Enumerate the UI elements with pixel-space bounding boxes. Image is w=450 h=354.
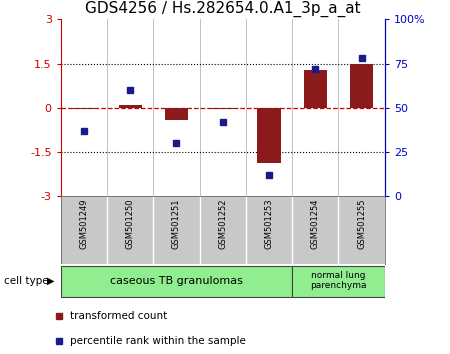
Title: GDS4256 / Hs.282654.0.A1_3p_a_at: GDS4256 / Hs.282654.0.A1_3p_a_at — [85, 0, 360, 17]
Text: GSM501255: GSM501255 — [357, 199, 366, 249]
Bar — [211, 108, 234, 109]
Text: cell type: cell type — [4, 276, 49, 286]
Bar — [119, 105, 142, 108]
Bar — [257, 108, 281, 162]
Bar — [72, 108, 95, 109]
Text: caseous TB granulomas: caseous TB granulomas — [110, 276, 243, 286]
Bar — [304, 70, 327, 108]
Bar — [165, 108, 188, 120]
Text: GSM501250: GSM501250 — [126, 199, 135, 249]
Text: normal lung
parenchyma: normal lung parenchyma — [310, 271, 367, 290]
Text: ▶: ▶ — [47, 276, 54, 286]
Bar — [61, 266, 292, 297]
Text: GSM501254: GSM501254 — [311, 199, 320, 249]
Text: GSM501249: GSM501249 — [79, 199, 88, 249]
Text: GSM501251: GSM501251 — [172, 199, 181, 249]
Bar — [350, 64, 373, 108]
Text: GSM501253: GSM501253 — [265, 199, 274, 249]
Bar — [292, 266, 385, 297]
Text: transformed count: transformed count — [70, 311, 167, 321]
Text: percentile rank within the sample: percentile rank within the sample — [70, 336, 246, 346]
Text: GSM501252: GSM501252 — [218, 199, 227, 249]
